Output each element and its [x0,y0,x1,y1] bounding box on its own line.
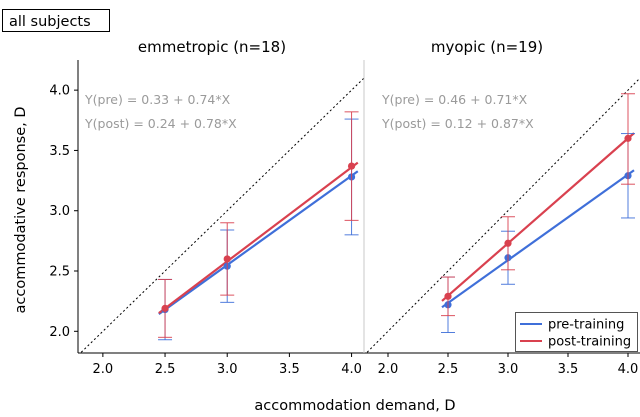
fit-line-post-myopic [441,132,635,302]
fit-line-pre-emmetropic [158,170,359,315]
panel-title-myopic: myopic (n=19) [431,38,543,56]
legend-label-post: post-training [548,335,631,350]
point-post-myopic [504,239,512,247]
equation-post-myopic: Y(post) = 0.12 + 0.87*X [381,116,534,131]
fit-line-post-emmetropic [158,161,359,314]
x-axis-label: accommodation demand, D [254,398,455,414]
point-post-myopic [624,134,632,142]
subset-tag: all subjects [9,14,91,30]
point-post-emmetropic [223,255,231,263]
plot-area-emmetropic [79,77,364,353]
y-tick-label: 2.5 [49,265,70,280]
panel-title-emmetropic: emmetropic (n=18) [138,38,286,56]
x-tick-label-myopic: 2.0 [378,362,399,377]
x-tick-label-myopic: 3.5 [558,362,579,377]
legend: pre-training post-training [515,312,638,352]
x-tick-label-emmetropic: 2.5 [155,362,176,377]
x-tick-label-myopic: 3.0 [498,362,519,377]
point-post-emmetropic [347,162,356,170]
equation-post-emmetropic: Y(post) = 0.24 + 0.78*X [84,116,237,131]
x-tick-label-myopic: 4.0 [618,362,639,377]
legend-box [515,312,638,352]
equation-pre-myopic: Y(pre) = 0.46 + 0.71*X [381,92,528,107]
plot-area-myopic [365,77,640,353]
legend-label-pre: pre-training [548,318,624,333]
x-tick-label-myopic: 2.5 [438,362,459,377]
fit-line-pre-myopic [441,169,635,309]
equation-pre-emmetropic: Y(pre) = 0.33 + 0.74*X [84,92,231,107]
point-post-emmetropic [161,304,169,312]
y-tick-label: 2.0 [49,325,70,340]
y-axis-label: accommodative response, D [13,107,29,314]
x-tick-label-emmetropic: 3.0 [217,362,238,377]
point-post-myopic [444,292,452,300]
y-tick-label: 4.0 [49,84,70,99]
y-tick-label: 3.0 [49,204,70,219]
subset-tag-box [2,9,110,32]
x-tick-label-emmetropic: 3.5 [279,362,300,377]
x-tick-label-emmetropic: 4.0 [341,362,362,377]
x-tick-label-emmetropic: 2.0 [93,362,114,377]
identity-line-emmetropic [79,77,364,353]
panel-emmetropic: 2.0 2.5 3.0 3.5 4.0 2.0 2.5 3.0 3.5 4.0 [49,60,364,377]
panel-myopic: 2.0 2.5 3.0 3.5 4.0 [363,60,640,377]
y-tick-label: 3.5 [49,144,70,159]
